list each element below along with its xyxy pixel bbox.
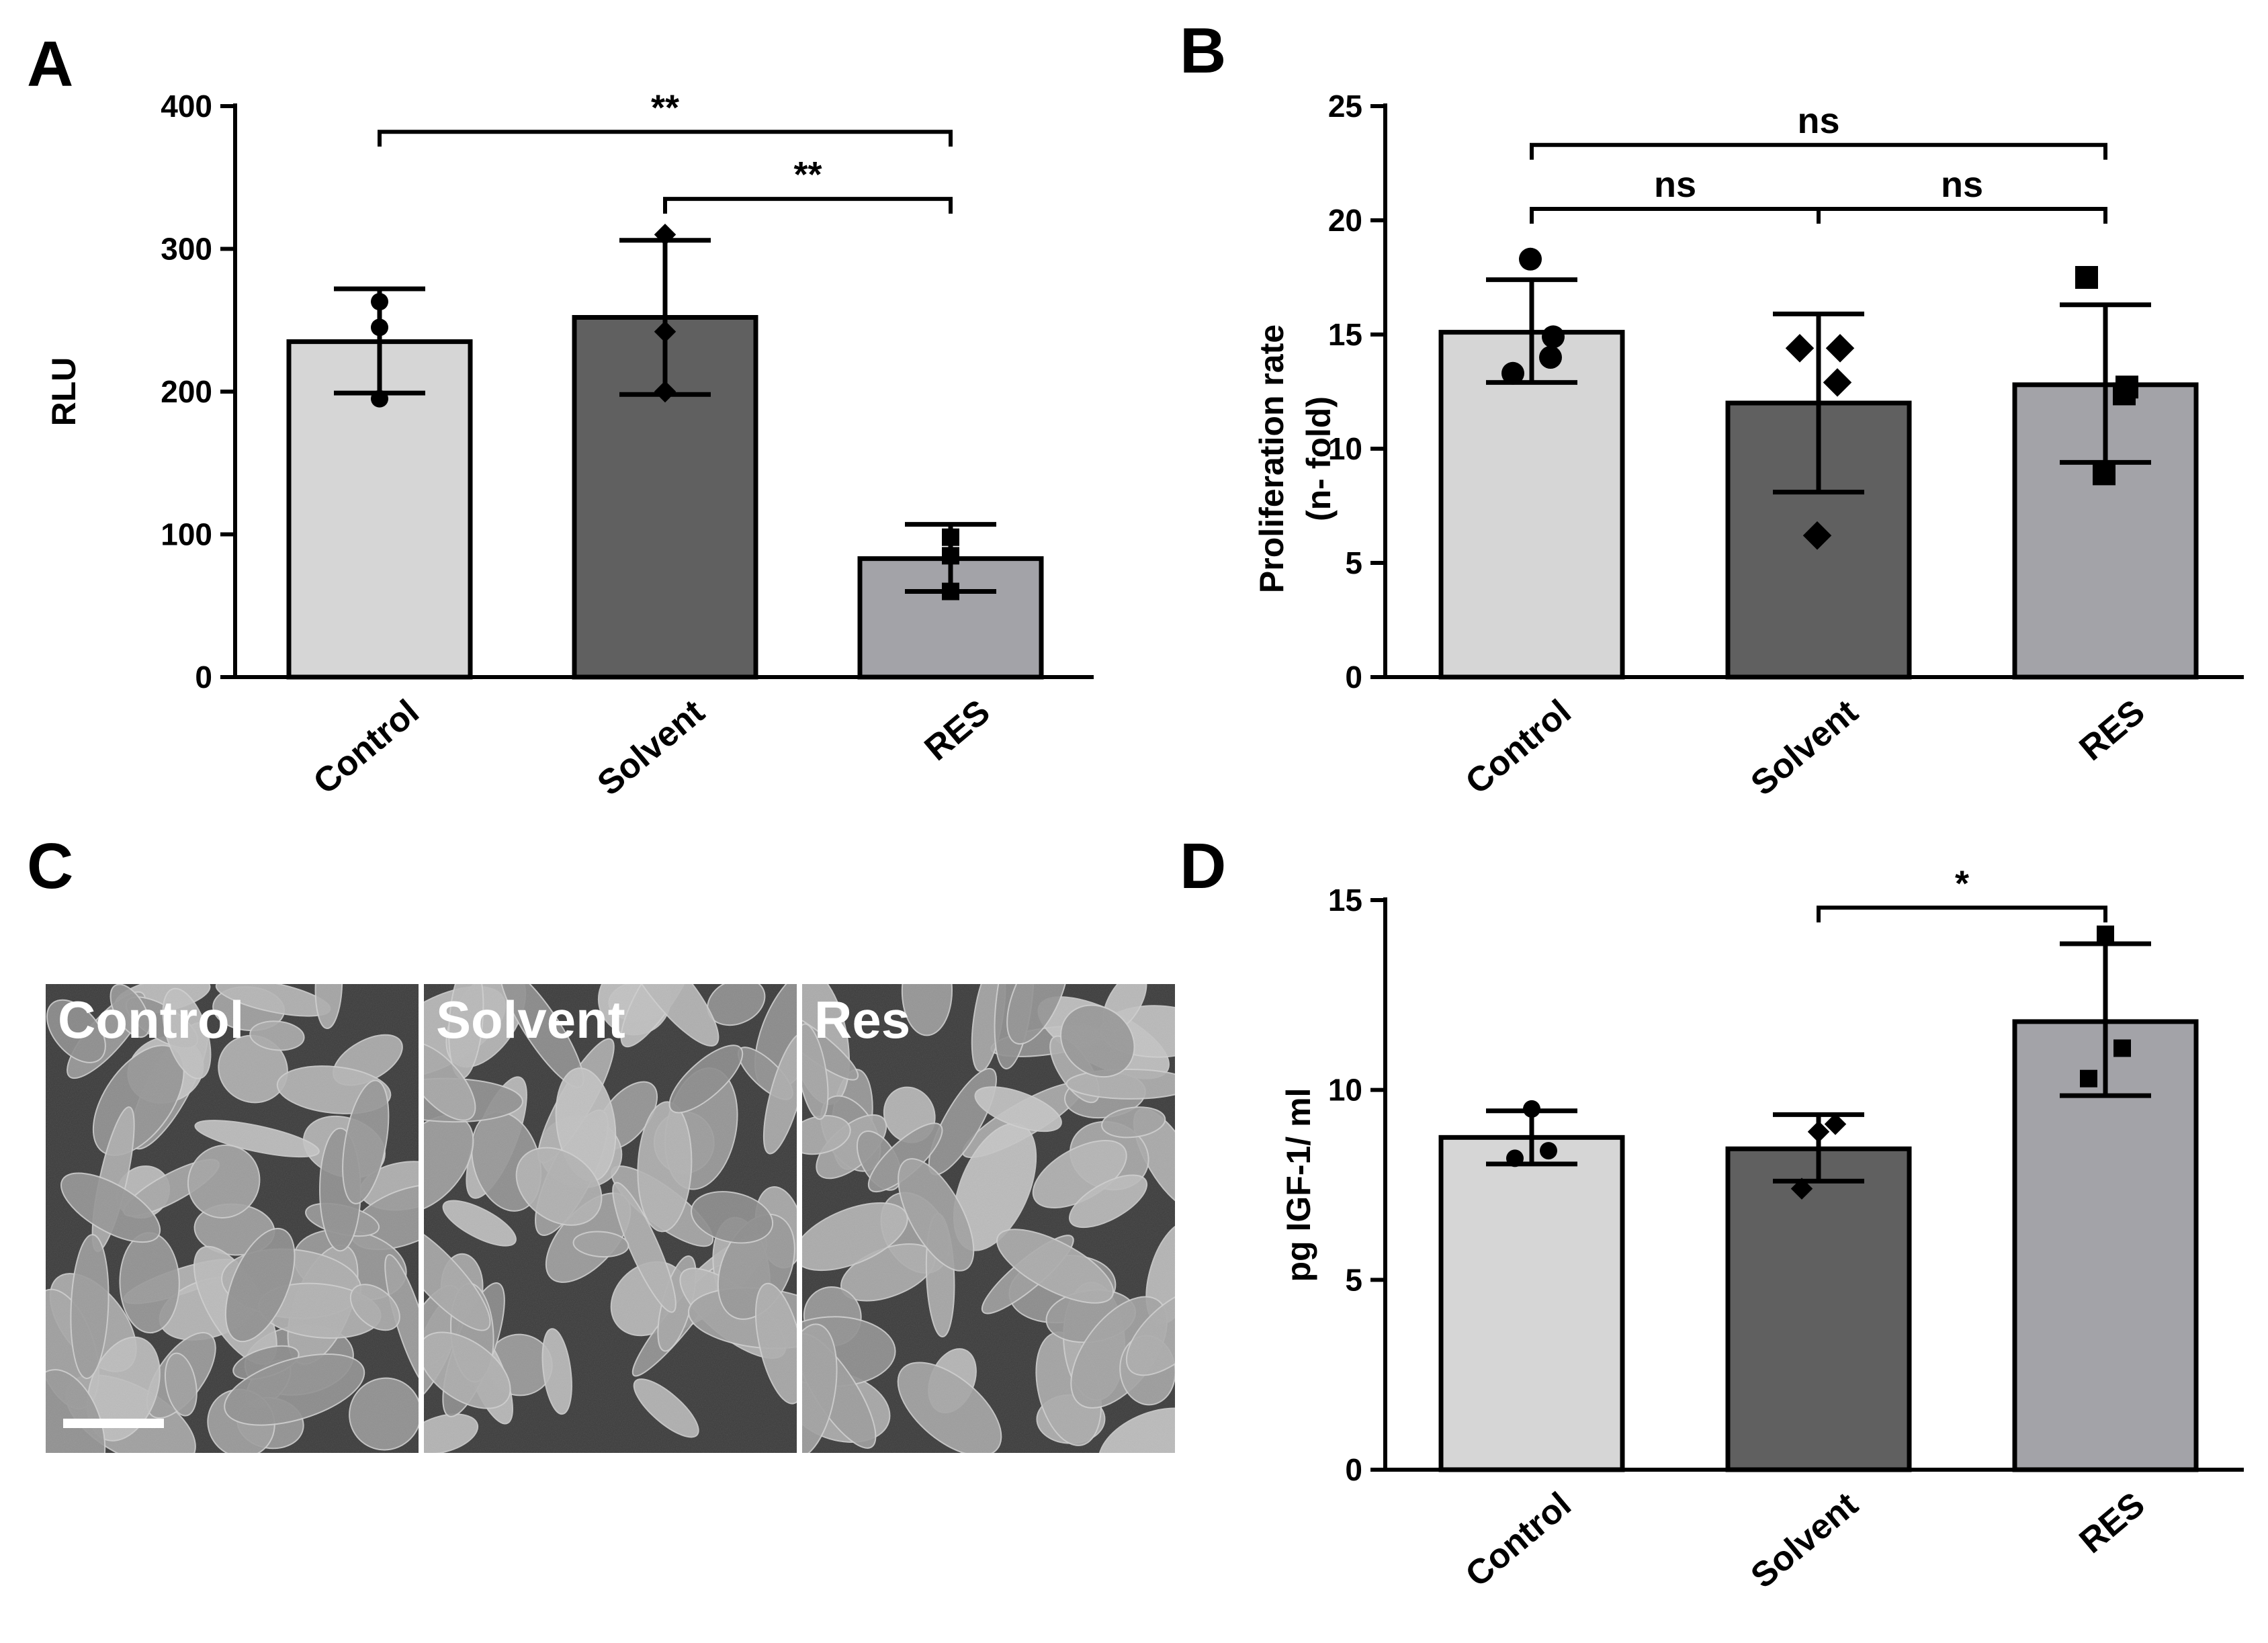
panel-c-micrographs: Control Solvent Res	[46, 984, 1175, 1453]
panel-letter-b: B	[1180, 15, 1226, 87]
x-tick-label-res: RES	[918, 693, 998, 768]
data-point-control	[1539, 346, 1562, 369]
micrograph-texture	[802, 984, 1175, 1453]
data-point-control	[1542, 325, 1565, 349]
micrograph-texture	[46, 984, 419, 1453]
y-tick-label: 5	[1345, 1262, 1362, 1297]
significance-label: *	[1955, 863, 1969, 903]
bar-solvent	[1725, 1146, 1912, 1472]
data-point-res	[2097, 925, 2114, 943]
data-point-solvent	[1825, 334, 1855, 363]
significance-label: ns	[1941, 165, 1983, 205]
data-point-solvent	[1785, 334, 1815, 363]
y-tick-label: 10	[1328, 431, 1362, 466]
y-tick-label: 15	[1328, 317, 1362, 352]
data-point-res	[2075, 266, 2098, 289]
significance-bracket	[1530, 207, 1821, 224]
x-tick-label-res: RES	[2073, 693, 2152, 768]
y-tick-label: 15	[1328, 883, 1362, 918]
y-axis-label: Proliferation rate	[1253, 324, 1291, 593]
y-tick-label: 200	[161, 374, 212, 409]
micrograph-label: Res	[814, 990, 910, 1049]
panel-letter-a: A	[27, 28, 73, 100]
y-tick-label: 100	[161, 517, 212, 552]
significance-label: ns	[1654, 165, 1696, 205]
y-tick-label: 400	[161, 89, 212, 124]
significance-label: **	[651, 87, 679, 128]
x-tick-label-res: RES	[2073, 1485, 2152, 1561]
micrograph-label: Control	[58, 990, 244, 1049]
data-point-res	[2093, 462, 2116, 486]
y-axis-label: pg IGF-1/ ml	[1280, 1088, 1317, 1282]
y-tick-label: 5	[1345, 545, 1362, 580]
data-point-solvent	[1824, 1113, 1847, 1135]
y-tick-label: 0	[195, 660, 212, 695]
data-point-control	[1501, 361, 1524, 385]
data-point-res	[2080, 1069, 2097, 1087]
y-tick-label: 10	[1328, 1073, 1362, 1108]
image-divider	[419, 984, 424, 1453]
significance-bracket	[1817, 207, 2107, 224]
y-tick-label: 20	[1328, 203, 1362, 238]
y-tick-label: 300	[161, 232, 212, 267]
y-tick-label: 0	[1345, 1452, 1362, 1487]
significance-bracket	[378, 130, 953, 147]
significance-label: ns	[1797, 101, 1839, 141]
y-axis-label: RLU	[45, 357, 83, 427]
data-point-solvent	[1802, 521, 1832, 550]
image-divider	[797, 984, 802, 1453]
micrograph-label: Solvent	[436, 990, 625, 1049]
bar-control	[1438, 1135, 1625, 1472]
micrograph-control	[46, 984, 419, 1453]
significance-bracket	[1530, 142, 2107, 160]
significance-bracket	[663, 197, 953, 214]
data-point-control	[1540, 1142, 1557, 1160]
data-point-res	[2113, 1039, 2131, 1057]
x-tick-label-solvent: Solvent	[1744, 693, 1866, 803]
x-tick-label-control: Control	[1458, 1485, 1579, 1595]
bar-res	[2012, 382, 2199, 680]
panel-letter-d: D	[1180, 830, 1226, 902]
x-tick-label-control: Control	[306, 693, 427, 802]
y-tick-label: 25	[1328, 89, 1362, 124]
y-axis-label-line2: (n- fold)	[1300, 396, 1338, 521]
x-tick-label-solvent: Solvent	[1744, 1485, 1866, 1596]
x-tick-label-solvent: Solvent	[591, 693, 712, 803]
micrograph-solvent	[424, 984, 797, 1453]
micrograph-res	[802, 984, 1175, 1453]
data-point-solvent	[1823, 368, 1852, 397]
panel-letter-c: C	[27, 830, 73, 902]
micrograph-texture	[424, 984, 797, 1453]
chart-b: 0 5 10 15 20 25 Control Solvent RES Proliferation…	[1253, 89, 2244, 803]
significance-bracket	[1817, 905, 2107, 923]
scale-bar	[63, 1419, 164, 1428]
x-tick-label-control: Control	[1458, 693, 1579, 802]
data-point-res	[2113, 382, 2136, 406]
significance-label: **	[793, 154, 822, 195]
data-point-control	[1519, 247, 1542, 271]
chart-a: 0 100 200 300 400 Control Solvent RES RLU ** **	[45, 87, 1094, 803]
y-tick-label: 0	[1345, 660, 1362, 695]
chart-d: 0 5 10 15 Control Solvent RES pg IGF-1/ ml *	[1280, 863, 2244, 1596]
